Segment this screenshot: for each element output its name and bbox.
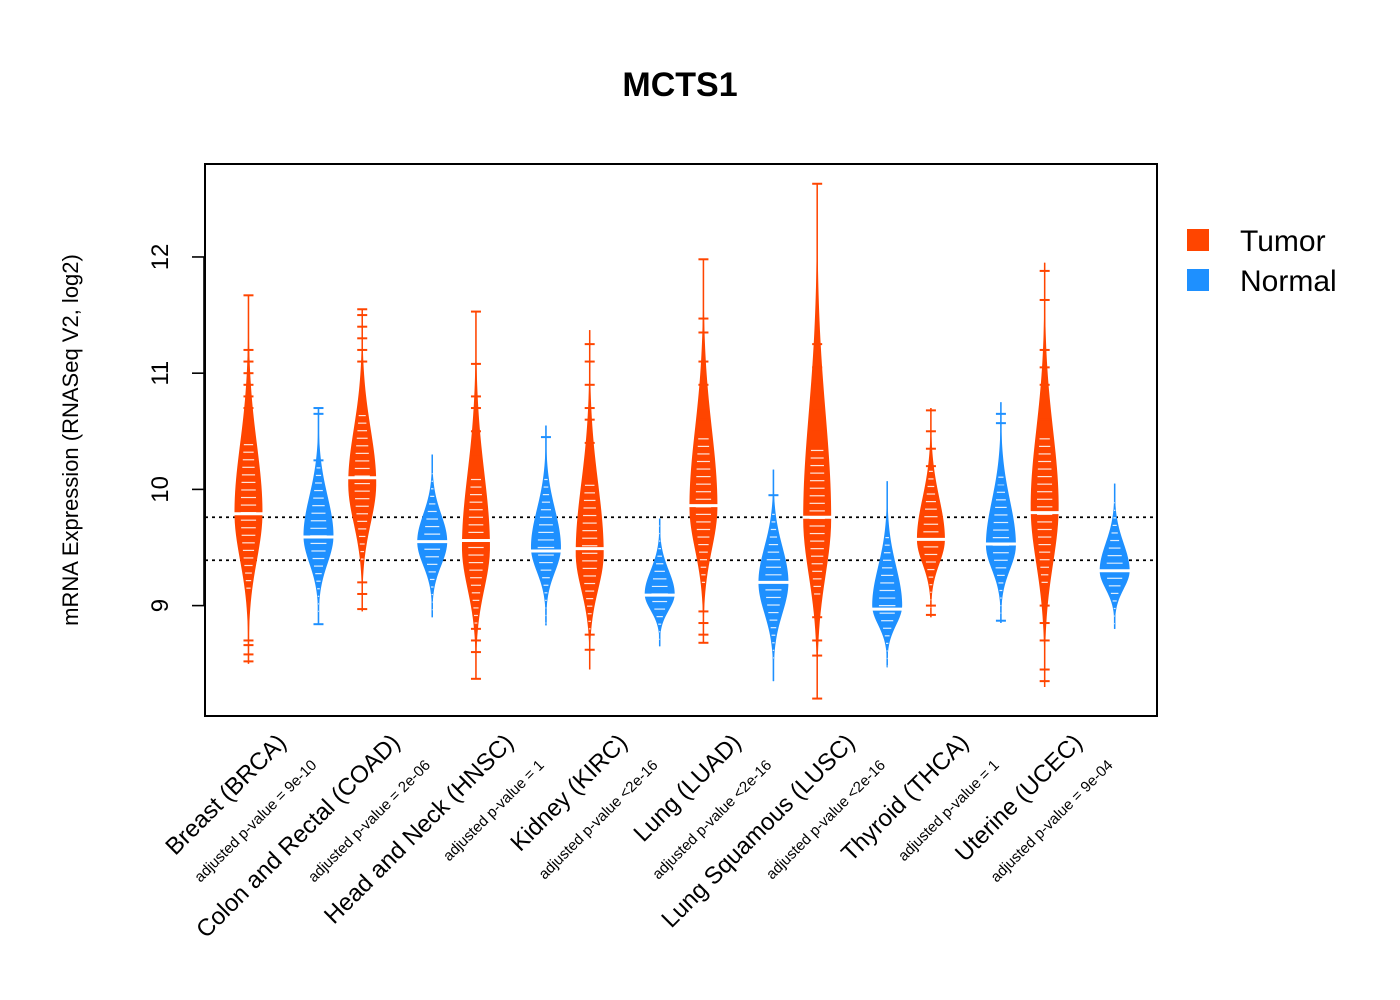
legend-label-normal: Normal	[1240, 265, 1337, 298]
legend-label-tumor: Tumor	[1240, 225, 1326, 258]
legend-swatch-tumor	[1187, 229, 1209, 251]
legend-swatch-normal	[1187, 269, 1209, 291]
y-tick-label: 9	[147, 599, 174, 612]
chart-title: MCTS1	[622, 66, 737, 104]
y-axis-label: mRNA Expression (RNASeq V2, log2)	[58, 254, 83, 626]
y-tick-label: 12	[147, 244, 174, 271]
y-tick-label: 11	[147, 361, 174, 386]
y-tick-label: 10	[147, 476, 174, 503]
legend: Tumor Normal	[1187, 225, 1337, 298]
plot-frame	[204, 163, 1158, 717]
